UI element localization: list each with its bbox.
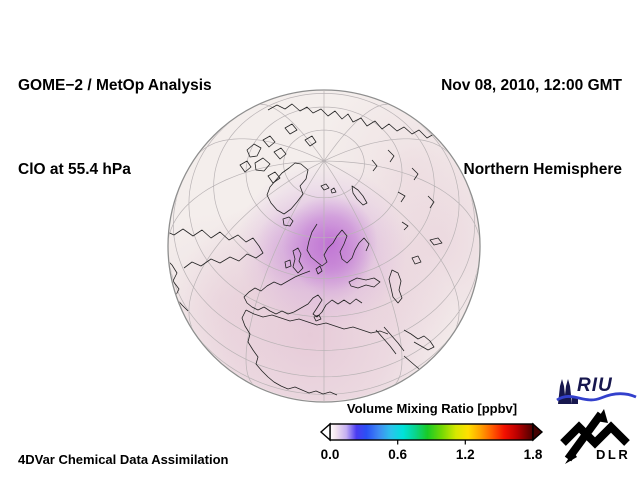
coast-arctic-islands (239, 123, 317, 184)
colorbar-left-arrow (319, 422, 331, 442)
graticule-lines (169, 91, 479, 401)
coast-na-east (169, 257, 189, 312)
colorbar-tick-3: 1.8 (523, 447, 543, 462)
coast-west-africa (241, 309, 338, 396)
coast-svalbard (320, 183, 337, 194)
colorbar-tick-marks (397, 440, 466, 445)
colorbar-right-arrow (532, 422, 544, 442)
dlr-bottom-tip-icon (565, 451, 577, 464)
riu-cathedral-icon (558, 379, 572, 404)
coast-north-africa (245, 309, 389, 335)
dlr-diagonal-icon (564, 411, 605, 462)
dlr-chevron-band-icon (560, 421, 630, 449)
header-right: Nov 08, 2010, 12:00 GMT Northern Hemisph… (441, 16, 622, 240)
riu-wave-icon (556, 392, 637, 402)
coast-west-europe (243, 270, 311, 315)
colorbar-title: Volume Mixing Ratio [ppbv] (346, 401, 518, 416)
coast-mediterranean (293, 294, 363, 322)
header-left: GOME−2 / MetOp Analysis ClO at 55.4 hPa (18, 16, 212, 240)
colorbar-tick-0: 0.0 (320, 447, 340, 462)
coast-caspian (388, 237, 443, 304)
riu-logo-label: RIU (577, 375, 613, 396)
coast-scandinavia (306, 223, 370, 275)
dlr-top-tip-icon (596, 409, 608, 423)
analysis-title: GOME−2 / MetOp Analysis (18, 77, 212, 94)
coast-iceland (282, 216, 294, 227)
coast-north-america (169, 228, 264, 269)
assimilation-label: 4DVar Chemical Data Assimilation (18, 452, 229, 467)
colorbar-tick-1: 0.6 (388, 447, 408, 462)
footer-credits: 4DVar Chemical Data Assimilation SACADA … (18, 402, 229, 480)
hemisphere-label: Northern Hemisphere (463, 161, 622, 178)
riu-logo (556, 379, 637, 404)
colorbar (319, 422, 544, 445)
coast-greenland (266, 162, 309, 215)
coastlines (169, 103, 474, 396)
colorbar-tick-2: 1.2 (455, 447, 475, 462)
colorbar-gradient-bar (330, 424, 533, 440)
dlr-logo (560, 409, 630, 464)
coast-uk-ireland (284, 247, 304, 274)
coast-black-sea (348, 277, 381, 289)
dlr-logo-label: DLR (596, 447, 631, 462)
coast-red-sea-arabia (375, 326, 435, 374)
riu-cathedral-base (572, 397, 578, 404)
clo-anomaly-core (282, 195, 378, 291)
globe-limb (167, 89, 481, 403)
species-level-label: ClO at 55.4 hPa (18, 161, 131, 178)
inland-water-marks (371, 149, 435, 231)
coast-novaya-zemlya (351, 185, 368, 206)
datetime-label: Nov 08, 2010, 12:00 GMT (441, 77, 622, 94)
